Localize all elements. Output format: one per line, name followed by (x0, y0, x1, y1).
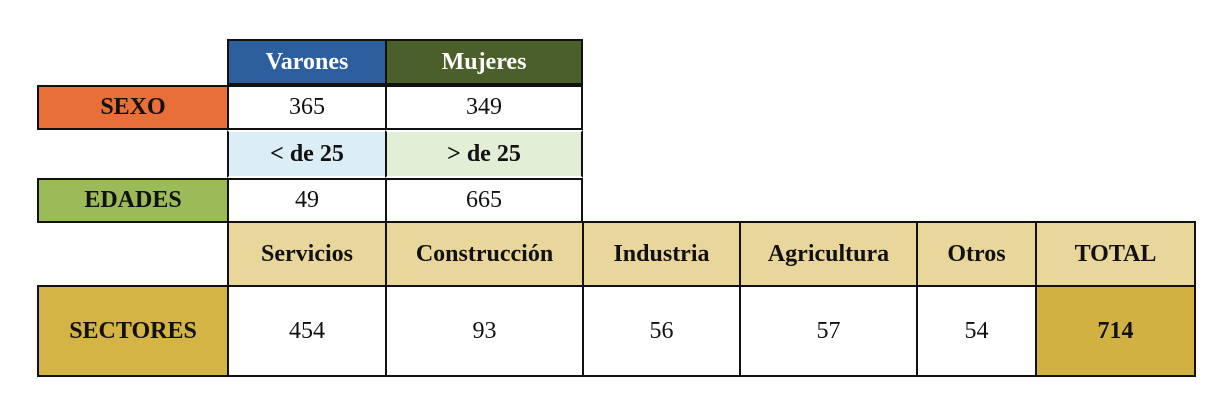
value-cell: 93 (385, 285, 584, 377)
value-cell: 54 (916, 285, 1037, 377)
value-cell: 365 (227, 85, 387, 130)
header-cell: Industria (582, 221, 741, 287)
value-cell: 49 (227, 178, 387, 223)
value-cell: 454 (227, 285, 387, 377)
header-cell: Agricultura (739, 221, 918, 287)
header-cell: Construcción (385, 221, 584, 287)
header-cell: < de 25 (227, 130, 387, 178)
total-cell: 714 (1035, 285, 1196, 377)
header-cell: Mujeres (385, 39, 583, 85)
value-cell: 56 (582, 285, 741, 377)
header-cell: Varones (227, 39, 387, 85)
value-cell: 665 (385, 178, 583, 223)
header-cell: Otros (916, 221, 1037, 287)
header-cell: TOTAL (1035, 221, 1196, 287)
header-cell: > de 25 (385, 130, 583, 178)
row-label: SEXO (37, 85, 229, 130)
value-cell: 57 (739, 285, 918, 377)
row-label: EDADES (37, 178, 229, 223)
value-cell: 349 (385, 85, 583, 130)
header-cell: Servicios (227, 221, 387, 287)
row-label: SECTORES (37, 285, 229, 377)
